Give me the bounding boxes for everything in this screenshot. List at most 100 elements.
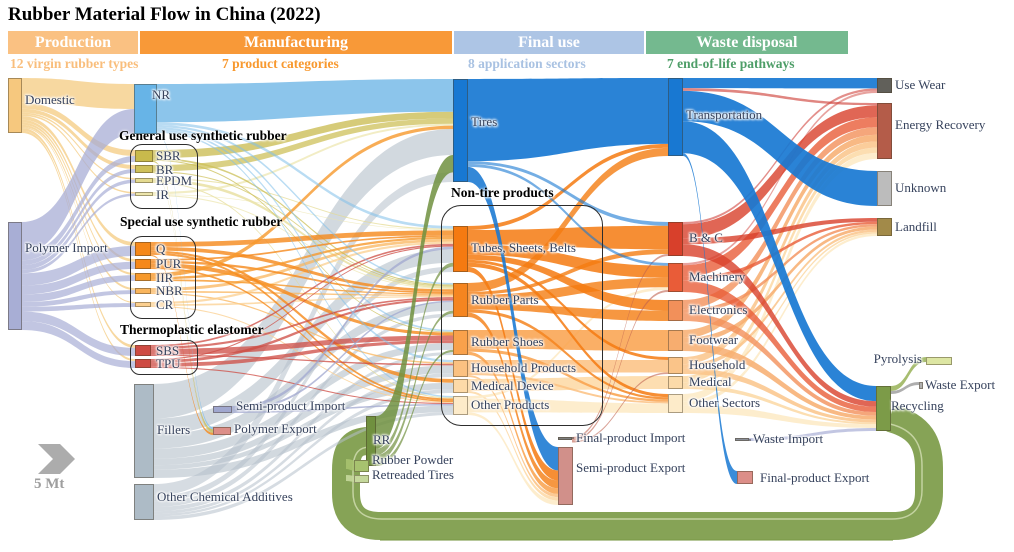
- flow-medical_s-recycling: [683, 385, 876, 425]
- node-label-tubes: Tubes, Sheets, Belts: [471, 240, 576, 255]
- flow-recycling-pyrolysis: [891, 357, 926, 391]
- node-final_import: [558, 437, 572, 440]
- flow-polymer_import-tpu: [22, 321, 135, 368]
- node-nr: [134, 84, 157, 134]
- flow-recycling-waste_export: [891, 382, 919, 394]
- flow-tubes-semi_export: [468, 266, 558, 481]
- flow-footwear-recycling: [683, 343, 876, 420]
- flow-nr-tires: [157, 79, 453, 123]
- node-label-bc: B & C: [689, 230, 723, 245]
- flow-nbr-parts: [151, 291, 453, 296]
- flow-transportation-unknown: [683, 90, 877, 206]
- stage-subtitle-manufacturing: 7 product categories: [222, 56, 339, 71]
- flow-waste_import-recycling: [749, 428, 876, 441]
- flow-ir-tubes: [153, 194, 453, 231]
- flow-polymer_import-cr: [22, 303, 135, 312]
- group-box-non-tire: [441, 205, 603, 426]
- node-label-machinery: Machinery: [689, 269, 746, 284]
- flow-rr-shoes: [376, 349, 453, 466]
- flow-domestic-iir: [22, 122, 135, 276]
- flow-machinery-use_wear: [683, 90, 877, 266]
- flow-other_p-semi_export: [468, 412, 558, 505]
- flow-polymer_import-sbr: [22, 156, 135, 261]
- node-electronics: [668, 300, 683, 321]
- flow-bc-recycling: [683, 244, 876, 407]
- node-tires: [453, 79, 468, 182]
- node-footwear: [668, 330, 683, 351]
- flow-machinery-energy: [683, 117, 877, 277]
- flow-fillers-tubes: [154, 249, 453, 435]
- flow-q-tubes: [151, 230, 453, 247]
- flow-polymer_import-sbs: [22, 311, 135, 356]
- flow-sbs-tubes: [151, 243, 453, 347]
- flow-machinery-landfill: [683, 221, 877, 281]
- flow-parts-transportation: [468, 147, 668, 292]
- flow-tires-machinery: [468, 163, 668, 266]
- flow-domestic-sbr: [22, 102, 135, 156]
- flow-footwear-energy: [683, 134, 877, 338]
- node-parts: [453, 283, 468, 317]
- scale-label: 5 Mt: [34, 476, 65, 492]
- node-rr: [366, 416, 376, 466]
- node-ir: [135, 192, 153, 196]
- node-polymer_export: [213, 427, 231, 435]
- flow-footwear-landfill: [683, 226, 877, 344]
- node-polymer_import: [8, 222, 22, 330]
- node-waste_export: [919, 382, 923, 389]
- node-label-other_s: Other Sectors: [689, 395, 761, 410]
- node-transportation: [668, 78, 683, 156]
- node-label-shoes: Rubber Shoes: [471, 334, 544, 349]
- flow-nr-parts: [157, 125, 453, 285]
- flow-parts-semi_export: [468, 312, 558, 489]
- node-br: [135, 165, 153, 173]
- node-label-fillers: Fillers: [157, 422, 191, 437]
- node-label-waste_import: Waste Import: [753, 431, 824, 446]
- flow-final_import-machinery: [572, 290, 668, 441]
- flow-semi_import-parts: [232, 300, 453, 412]
- flow-fillers-medical_d: [154, 382, 453, 470]
- node-shoes: [453, 330, 468, 355]
- flow-polymer_import-iir: [22, 275, 135, 302]
- node-other_s: [668, 394, 683, 413]
- flow-oca-household_p: [154, 373, 453, 515]
- recycling-loop: [332, 404, 943, 541]
- flow-nr-household_p: [157, 129, 453, 363]
- flow-domestic-sbs: [22, 128, 135, 348]
- flow-polymer_import-q: [22, 245, 135, 286]
- page-title: Rubber Material Flow in China (2022): [8, 4, 321, 25]
- node-label-rr: RR: [373, 432, 391, 447]
- flow-q-other_p: [151, 252, 453, 401]
- node-label-household_p: Household Products: [471, 360, 577, 375]
- node-cr: [135, 302, 151, 307]
- flow-household_s-landfill: [683, 229, 877, 368]
- node-label-pyrolysis: Pyrolysis: [873, 351, 922, 366]
- flow-bc-landfill: [683, 218, 877, 245]
- node-label-use_wear: Use Wear: [895, 77, 946, 92]
- group-label-thermoplastic: Thermoplastic elastomer: [120, 322, 264, 337]
- flow-parts-machinery: [468, 277, 668, 304]
- flow-oca-tubes: [154, 266, 453, 502]
- node-label-medical_d: Medical Device: [471, 378, 554, 393]
- node-label-final_import: Final-product Import: [576, 430, 686, 445]
- group-box-special-use: [130, 236, 196, 319]
- node-other_p: [453, 396, 468, 415]
- flow-sbr-parts: [153, 158, 453, 286]
- node-label-epdm: EPDM: [156, 173, 193, 188]
- node-tpu: [135, 359, 151, 368]
- group-box-general-use: [130, 144, 198, 209]
- flow-domestic-epdm: [22, 112, 135, 180]
- flow-shoes-other_s: [468, 348, 668, 402]
- flow-transportation-use_wear: [683, 78, 877, 89]
- flow-br-tires: [153, 118, 453, 172]
- flow-fillers-tires: [154, 129, 453, 419]
- node-retreaded_tires: [354, 475, 369, 483]
- flow-tubes-machinery: [468, 244, 668, 278]
- flow-pur-shoes: [151, 263, 453, 336]
- node-sbr: [135, 150, 153, 162]
- node-unknown: [877, 171, 892, 206]
- node-final_export: [737, 471, 753, 484]
- flow-nbr-tubes: [151, 238, 453, 291]
- flow-medical_d-medical_s: [468, 376, 668, 391]
